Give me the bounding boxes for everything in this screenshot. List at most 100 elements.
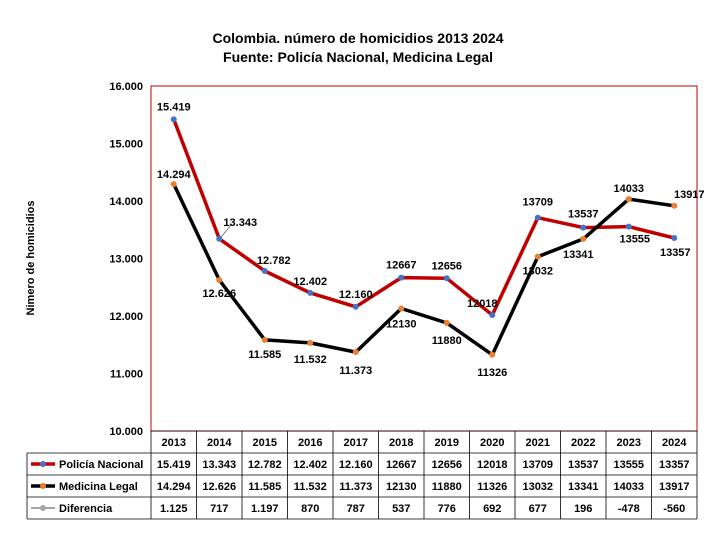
- data-label: 12018: [467, 298, 498, 310]
- data-point: [443, 275, 450, 282]
- legend-key-marker: [40, 483, 46, 489]
- data-point: [580, 224, 587, 231]
- table-cell: 13032: [522, 481, 553, 493]
- data-point: [534, 214, 541, 221]
- table-cell: 717: [210, 503, 228, 515]
- table-cell: 12130: [386, 481, 417, 493]
- table-cell: 870: [301, 503, 319, 515]
- data-point: [170, 116, 177, 123]
- data-label: 13917: [674, 189, 705, 201]
- table-cell: 1.197: [251, 503, 279, 515]
- y-tick-label: 10.000: [109, 426, 143, 438]
- table-cell: 13341: [568, 481, 599, 493]
- table-cell: 12.402: [293, 459, 327, 471]
- table-cell: 11.585: [248, 481, 281, 493]
- data-label: 13341: [563, 249, 594, 261]
- data-point: [261, 268, 268, 275]
- table-cell: 13357: [659, 459, 690, 471]
- data-label: 14033: [613, 183, 644, 195]
- data-point: [216, 235, 223, 242]
- y-tick-label: 16.000: [109, 81, 143, 93]
- x-tick-label: 2018: [389, 437, 413, 449]
- x-tick-label: 2019: [435, 437, 459, 449]
- chart-subtitle: Fuente: Policía Nacional, Medicina Legal: [223, 49, 493, 65]
- legend-key-marker: [40, 461, 46, 467]
- data-point: [443, 319, 450, 326]
- table-cell: 15.419: [157, 459, 191, 471]
- table-cell: 11880: [432, 481, 462, 493]
- table-cell: 537: [392, 503, 410, 515]
- data-point: [625, 223, 632, 230]
- table-cell: 12656: [431, 459, 462, 471]
- x-tick-label: 2016: [298, 437, 322, 449]
- table-cell: -560: [663, 503, 685, 515]
- x-tick-label: 2013: [162, 437, 186, 449]
- table-cell: 12.626: [202, 481, 236, 493]
- table-cell: 12.782: [248, 459, 282, 471]
- x-tick-label: 2020: [480, 437, 504, 449]
- table-cell: 12667: [386, 459, 417, 471]
- x-tick-label: 2022: [571, 437, 595, 449]
- data-label: 12656: [431, 260, 462, 272]
- data-point: [671, 234, 678, 241]
- legend-key-marker: [40, 505, 46, 511]
- data-label: 11.373: [339, 365, 372, 377]
- y-tick-label: 15.000: [109, 139, 143, 151]
- data-label: 12.160: [339, 289, 373, 301]
- table-cell: 13555: [613, 459, 644, 471]
- table-cell: 196: [574, 503, 592, 515]
- y-tick-label: 11.000: [110, 369, 143, 381]
- table-cell: 692: [483, 503, 501, 515]
- table-cell: 14033: [613, 481, 644, 493]
- legend-entry: Medicina Legal: [59, 481, 138, 493]
- x-tick-label: 2014: [207, 437, 232, 449]
- chart-title: Colombia. número de homicidios 2013 2024: [213, 30, 504, 46]
- data-point: [261, 336, 268, 343]
- data-point: [489, 311, 496, 318]
- data-label-leader: [220, 224, 232, 238]
- table-cell: 13917: [659, 481, 690, 493]
- table-cell: 11.373: [339, 481, 372, 493]
- data-label: 11326: [477, 367, 507, 379]
- data-point: [170, 181, 177, 188]
- data-point: [671, 202, 678, 209]
- table-cell: 787: [347, 503, 365, 515]
- table-cell: 11326: [477, 481, 507, 493]
- x-tick-label: 2017: [344, 437, 368, 449]
- data-label: 12667: [386, 260, 417, 272]
- table-cell: 12.160: [339, 459, 373, 471]
- table-cell: 677: [529, 503, 547, 515]
- legend-entry: Policía Nacional: [59, 459, 143, 471]
- data-label: 13709: [522, 197, 553, 209]
- data-label: 13032: [522, 266, 553, 278]
- data-label: 12.626: [202, 288, 236, 300]
- data-label: 11.585: [248, 349, 281, 361]
- data-label: 13.343: [223, 217, 257, 229]
- table-cell: 776: [438, 503, 456, 515]
- table-cell: 14.294: [157, 481, 192, 493]
- x-tick-label: 2021: [526, 437, 550, 449]
- data-point: [398, 305, 405, 312]
- table-cell: 11.532: [294, 481, 327, 493]
- table-cell: 13537: [568, 459, 599, 471]
- data-point: [352, 303, 359, 310]
- data-point: [398, 274, 405, 281]
- table-cell: 13.343: [202, 459, 236, 471]
- data-point: [216, 277, 223, 284]
- data-point: [625, 196, 632, 203]
- data-label: 11880: [432, 335, 462, 347]
- data-label: 11.532: [294, 354, 327, 366]
- data-point: [580, 235, 587, 242]
- x-tick-label: 2023: [617, 437, 641, 449]
- data-label: 14.294: [157, 169, 192, 181]
- legend-entry: Diferencia: [59, 503, 113, 515]
- data-point: [307, 339, 314, 346]
- data-label: 13555: [619, 234, 650, 246]
- data-label: 15.419: [157, 101, 191, 113]
- data-label: 12.782: [257, 255, 291, 267]
- data-point: [307, 289, 314, 296]
- table-cell: -478: [618, 503, 640, 515]
- data-label: 12130: [386, 319, 417, 331]
- data-point: [534, 253, 541, 260]
